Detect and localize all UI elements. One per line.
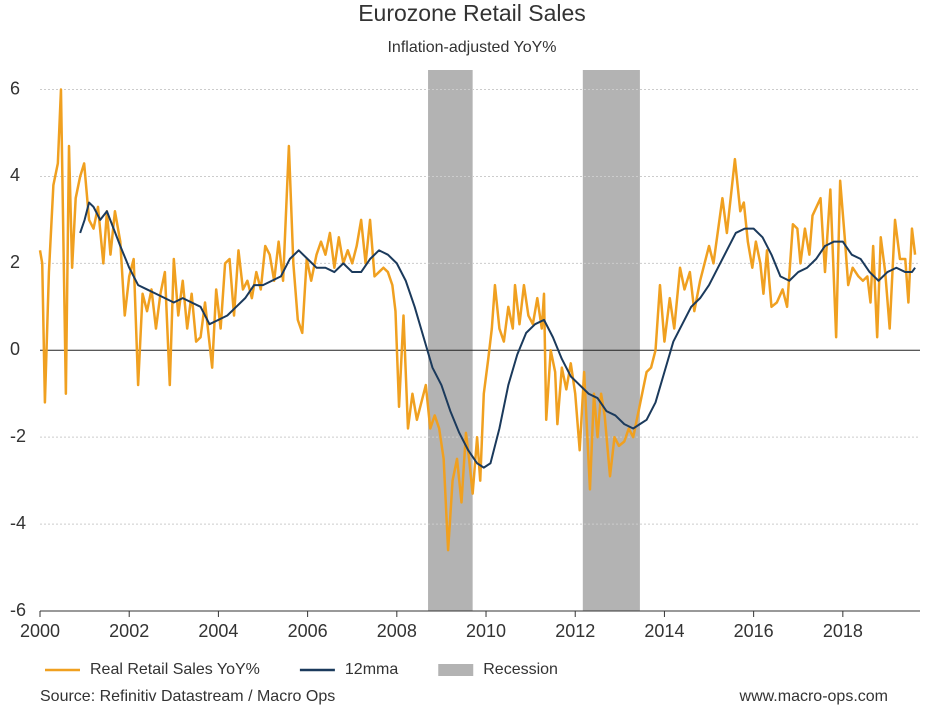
y-tick-label: 0 bbox=[10, 339, 20, 359]
x-tick-label: 2014 bbox=[644, 621, 684, 641]
chart-subtitle: Inflation-adjusted YoY% bbox=[387, 39, 556, 56]
y-tick-label: -4 bbox=[10, 513, 26, 533]
y-tick-label: 4 bbox=[10, 165, 20, 185]
x-tick-label: 2018 bbox=[823, 621, 863, 641]
y-tick-label: -2 bbox=[10, 426, 26, 446]
legend-swatch bbox=[438, 664, 474, 676]
y-tick-label: 6 bbox=[10, 78, 20, 98]
x-tick-label: 2002 bbox=[109, 621, 149, 641]
website: www.macro-ops.com bbox=[739, 688, 888, 705]
legend-label: Recession bbox=[483, 661, 558, 678]
series-line bbox=[79, 201, 916, 469]
x-tick-label: 2012 bbox=[555, 621, 595, 641]
x-tick-label: 2010 bbox=[466, 621, 506, 641]
x-tick-label: 2000 bbox=[20, 621, 60, 641]
source: Source: Refinitiv Datastream / Macro Ops bbox=[40, 688, 335, 705]
series-line bbox=[38, 88, 917, 552]
y-tick-label: 2 bbox=[10, 252, 20, 272]
x-tick-label: 2006 bbox=[288, 621, 328, 641]
legend-label: Real Retail Sales YoY% bbox=[90, 661, 260, 678]
x-tick-label: 2004 bbox=[198, 621, 238, 641]
legend-label: 12mma bbox=[345, 661, 398, 678]
y-tick-label: -6 bbox=[10, 600, 26, 620]
chart-title: Eurozone Retail Sales bbox=[358, 0, 586, 26]
x-tick-label: 2016 bbox=[734, 621, 774, 641]
x-tick-label: 2008 bbox=[377, 621, 417, 641]
recession-band bbox=[582, 70, 640, 611]
